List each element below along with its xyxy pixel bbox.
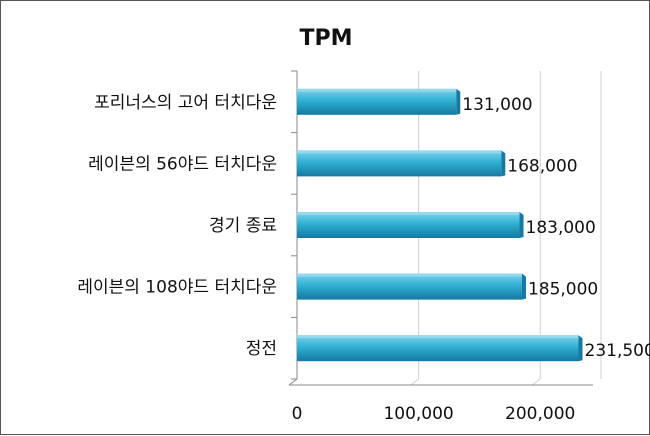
x-tick-label: 200,000 (505, 404, 575, 424)
gridline-floor (410, 378, 419, 386)
bar-highlight (297, 88, 457, 92)
bar (297, 88, 457, 115)
bar-cap (578, 335, 583, 362)
category-label: 레이븐의 56야드 터치다운 (88, 154, 277, 174)
bar (297, 212, 520, 238)
x-tick-label: 0 (292, 404, 303, 424)
category-label: 정전 (246, 339, 277, 359)
label-layer: 0 100,000 200,000 포리너스의 고어 터치다운 131,000 레이븐의 … (77, 93, 650, 424)
bar-cap (521, 273, 526, 300)
bar (297, 273, 522, 300)
category-label: 레이븐의 108야드 터치다운 (77, 278, 277, 298)
bar-layer (297, 88, 583, 362)
bar-highlight (297, 273, 522, 277)
bar-highlight (297, 212, 520, 215)
value-label: 168,000 (507, 156, 577, 176)
chart-title: TPM (299, 26, 352, 51)
category-label: 경기 종료 (209, 216, 277, 236)
gridline-floor (531, 378, 541, 386)
axis-corner (288, 378, 298, 386)
bar-cap (501, 150, 506, 177)
category-label: 포리너스의 고어 터치다운 (94, 93, 277, 113)
bar-cap (519, 212, 524, 238)
bar (297, 150, 502, 177)
value-label: 185,000 (528, 280, 598, 300)
value-label: 131,000 (462, 95, 532, 115)
bar (297, 335, 579, 362)
x-tick-label: 100,000 (383, 404, 453, 424)
bar-highlight (297, 335, 579, 339)
bar-highlight (297, 150, 502, 154)
value-label: 183,000 (526, 218, 596, 238)
bar-cap (456, 88, 461, 115)
value-label: 231,500 (585, 341, 650, 361)
